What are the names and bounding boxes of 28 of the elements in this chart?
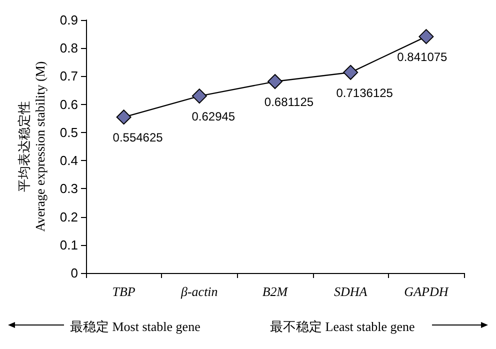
- x-tick-label: TBP: [112, 284, 136, 299]
- y-tick-label: 0.8: [60, 40, 78, 56]
- x-tick-label: SDHA: [334, 284, 368, 299]
- data-label: 0.841075: [397, 50, 448, 64]
- y-axis-title: 平均表达稳定性 Average expression stability (M): [16, 61, 48, 232]
- y-tick-label: 0.7: [60, 68, 78, 84]
- y-tick-label: 0.9: [60, 12, 78, 28]
- point: [343, 64, 358, 80]
- point: [192, 88, 207, 104]
- data-label: 0.7136125: [336, 86, 394, 100]
- y-tick-label: 0.6: [60, 96, 78, 112]
- data-label: 0.554625: [112, 130, 164, 145]
- y-tick-label: 0.3: [60, 181, 78, 196]
- point: [116, 110, 132, 125]
- y-tick-label: 0.2: [60, 209, 78, 224]
- x-tick-label: β-actin: [180, 284, 218, 299]
- y-tick-label: 0.1: [60, 237, 78, 252]
- text: 最不稳定 Least stable gene: [270, 318, 415, 336]
- data-label: 0.681125: [264, 95, 314, 110]
- point: [268, 74, 282, 90]
- y-tick-label: 0.4: [60, 153, 78, 168]
- data-label: 0.62945: [192, 110, 236, 124]
- text: 最稳定 Most stable gene: [70, 318, 200, 336]
- y-tick-label: 0.5: [60, 124, 78, 140]
- point: [418, 29, 434, 44]
- x-tick-label: GAPDH: [404, 284, 449, 299]
- x-tick-label: B2M: [262, 284, 289, 299]
- y-tick-label: 0: [70, 266, 78, 280]
